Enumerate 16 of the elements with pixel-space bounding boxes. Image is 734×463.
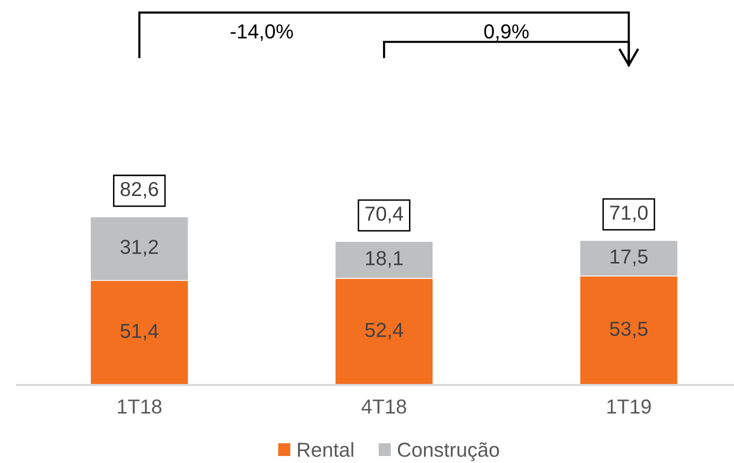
text: -14,0%: [230, 24, 293, 41]
data-label: 17,5: [610, 250, 648, 266]
text: 0,9%: [484, 24, 529, 41]
data-label: 52,4: [365, 322, 404, 340]
data-label: 51,4: [120, 324, 158, 340]
data-label: 31,2: [120, 240, 158, 256]
total-label: 82,6: [120, 182, 158, 199]
data-label: 18,1: [366, 251, 403, 268]
x-tick-label: 1T18: [118, 399, 162, 414]
data-label: 53,5: [610, 322, 648, 338]
x-tick-label: 4T18: [362, 399, 406, 414]
total-label: 70,4: [366, 206, 404, 224]
legend-label: Rental: [298, 442, 354, 457]
x-tick-label: 1T19: [607, 399, 651, 414]
total-label: 71,0: [610, 206, 648, 222]
legend-label: Construção: [398, 442, 499, 461]
